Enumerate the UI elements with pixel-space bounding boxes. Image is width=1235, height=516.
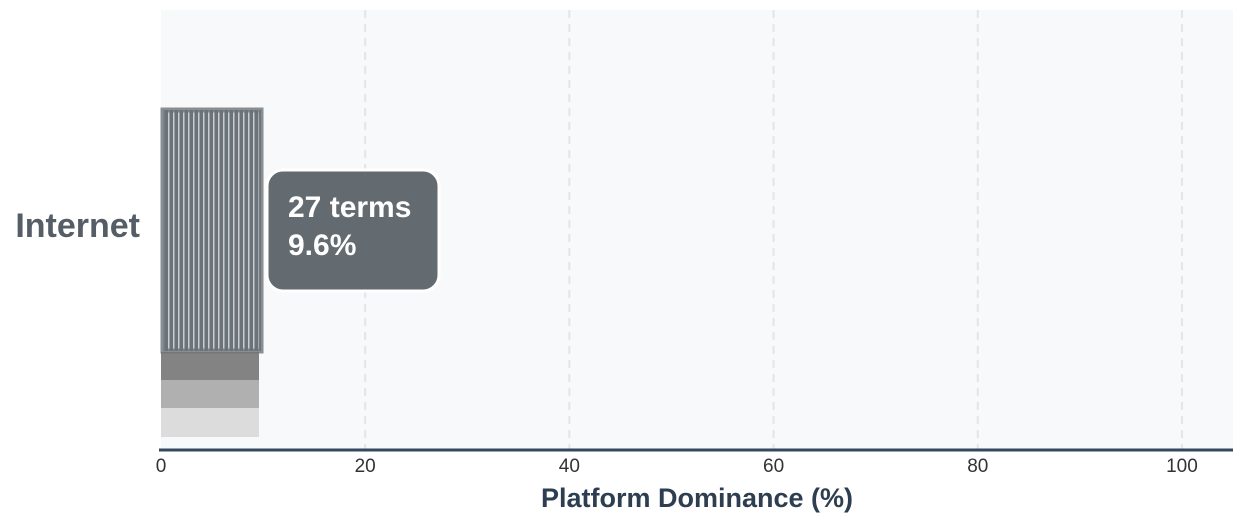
value-label: 9.6%: [288, 229, 356, 262]
bar-shadow: [161, 380, 260, 408]
bar: [160, 107, 264, 354]
x-tick-label: 100: [1166, 456, 1198, 477]
annotation: 27 terms: [288, 191, 411, 224]
x-axis-title: Platform Dominance (%): [541, 483, 853, 513]
bar-shadow: [161, 408, 260, 437]
bar-shadow: [161, 352, 260, 380]
x-tick-label: 20: [355, 456, 376, 477]
tooltip-box: [265, 168, 441, 293]
x-tick-label: 80: [967, 456, 988, 477]
x-tick-label: 60: [763, 456, 784, 477]
x-tick-label: 0: [156, 456, 167, 477]
x-tick-label: 40: [559, 456, 580, 477]
y-tick-label: Internet: [15, 207, 140, 245]
